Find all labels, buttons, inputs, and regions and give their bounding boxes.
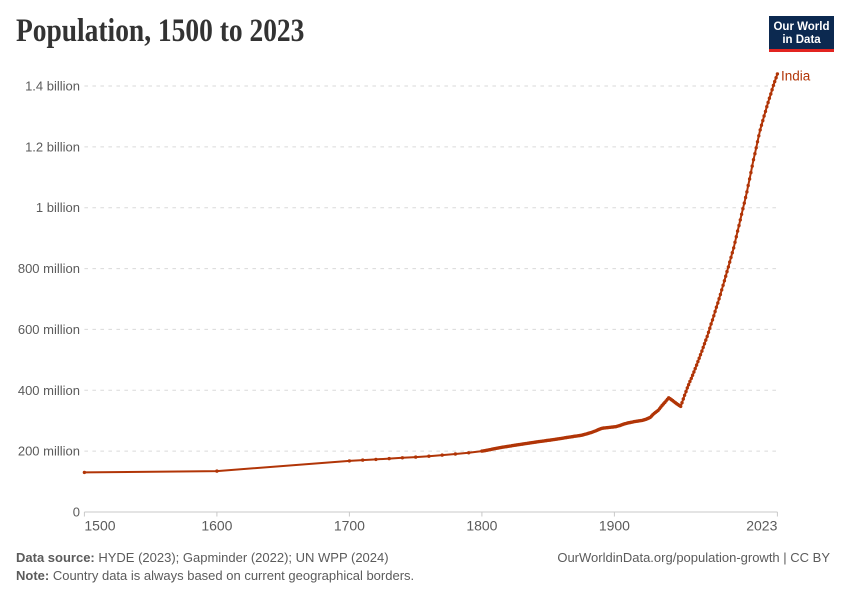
svg-text:800 million: 800 million: [18, 261, 80, 276]
svg-text:400 million: 400 million: [18, 383, 80, 398]
svg-text:1 billion: 1 billion: [36, 200, 80, 215]
svg-text:600 million: 600 million: [18, 322, 80, 337]
svg-text:1500: 1500: [84, 518, 115, 534]
svg-text:India: India: [781, 69, 811, 84]
svg-text:0: 0: [73, 505, 80, 520]
svg-text:1900: 1900: [599, 518, 630, 534]
svg-text:1.2 billion: 1.2 billion: [25, 139, 80, 154]
svg-text:1800: 1800: [466, 518, 497, 534]
svg-text:1700: 1700: [334, 518, 365, 534]
svg-text:1600: 1600: [201, 518, 232, 534]
svg-text:200 million: 200 million: [18, 444, 80, 459]
svg-text:2023: 2023: [746, 518, 777, 534]
svg-text:1.4 billion: 1.4 billion: [25, 79, 80, 94]
